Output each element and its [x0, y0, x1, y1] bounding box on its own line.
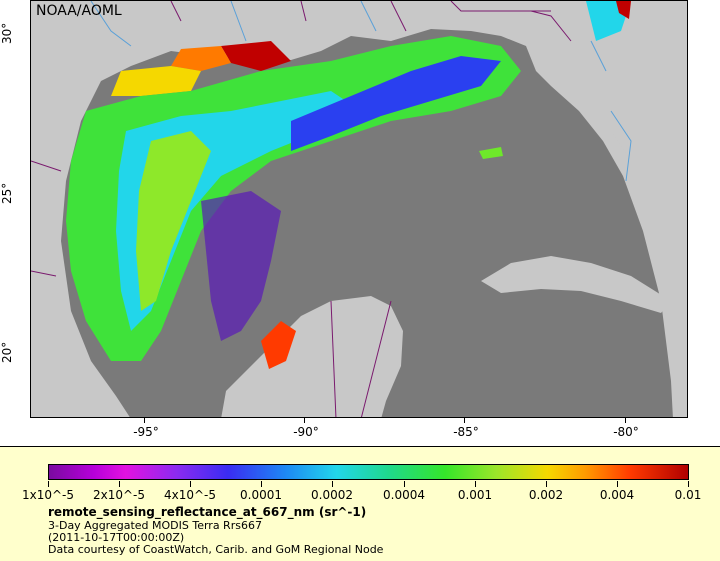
- y-tick-30: 30°: [0, 22, 14, 44]
- cuba-land: [481, 256, 671, 313]
- y-tick-20: 20°: [0, 341, 14, 363]
- colorbar-label: 0.004: [599, 488, 635, 502]
- dataset-description: 3-Day Aggregated MODIS Terra Rrs667: [48, 519, 262, 532]
- colorbar-label: 4x10^-5: [163, 488, 217, 502]
- legend-panel: 1x10^-5 2x10^-5 4x10^-5 0.0001 0.0002 0.…: [0, 446, 720, 561]
- colorbar-tick: [475, 481, 476, 487]
- colorbar-tick: [546, 481, 547, 487]
- y-tick-25: 25°: [0, 182, 14, 204]
- colorbar-tick: [404, 481, 405, 487]
- colorbar-tick: [332, 481, 333, 487]
- data-green-inner: [136, 131, 211, 311]
- data-credit: Data courtesy of CoastWatch, Carib. and …: [48, 543, 384, 556]
- dataset-time: (2011-10-17T00:00:00Z): [48, 531, 185, 544]
- colorbar-label: 0.0004: [383, 488, 425, 502]
- x-tick-mark: [464, 418, 465, 423]
- data-blue-band: [291, 56, 501, 151]
- florida-land: [551, 1, 687, 260]
- data-orange-coast: [171, 46, 231, 71]
- colorbar: [48, 464, 689, 480]
- data-yucatan-coast: [261, 321, 296, 369]
- colorbar-tick: [617, 481, 618, 487]
- colorbar-label: 0.001: [457, 488, 493, 502]
- colorbar-tick: [261, 481, 262, 487]
- data-florida-top-red: [616, 1, 631, 19]
- colorbar-tick: [190, 481, 191, 487]
- colorbar-label: 0.0002: [311, 488, 353, 502]
- colorbar-label: 0.002: [528, 488, 564, 502]
- colorbar-tick: [119, 481, 120, 487]
- data-yellow: [111, 66, 201, 96]
- x-tick-mark: [304, 418, 305, 423]
- colorbar-label: 1x10^-5: [21, 488, 75, 502]
- yucatan-land: [221, 296, 403, 417]
- river-lines: [90, 1, 632, 182]
- x-tick-mark: [625, 418, 626, 423]
- variable-name: remote_sensing_reflectance_at_667_nm (sr…: [48, 505, 367, 519]
- x-tick-mark: [144, 418, 145, 423]
- x-tick-90: -90°: [293, 425, 319, 439]
- boundary-lines: [31, 1, 572, 417]
- colorbar-label: 2x10^-5: [92, 488, 146, 502]
- colorbar-tick: [688, 481, 689, 487]
- colorbar-tick: [48, 481, 49, 487]
- data-small-patch: [479, 147, 503, 159]
- attribution-label: NOAA/AOML: [36, 3, 122, 19]
- colorbar-label: 0.0001: [240, 488, 282, 502]
- map-image: [31, 1, 687, 417]
- colorbar-label: 0.01: [674, 488, 702, 502]
- map-panel: [30, 0, 688, 418]
- data-red-coast: [221, 41, 291, 71]
- x-tick-95: -95°: [133, 425, 159, 439]
- x-tick-85: -85°: [453, 425, 479, 439]
- data-purple-specks: [201, 191, 281, 341]
- x-tick-80: -80°: [613, 425, 639, 439]
